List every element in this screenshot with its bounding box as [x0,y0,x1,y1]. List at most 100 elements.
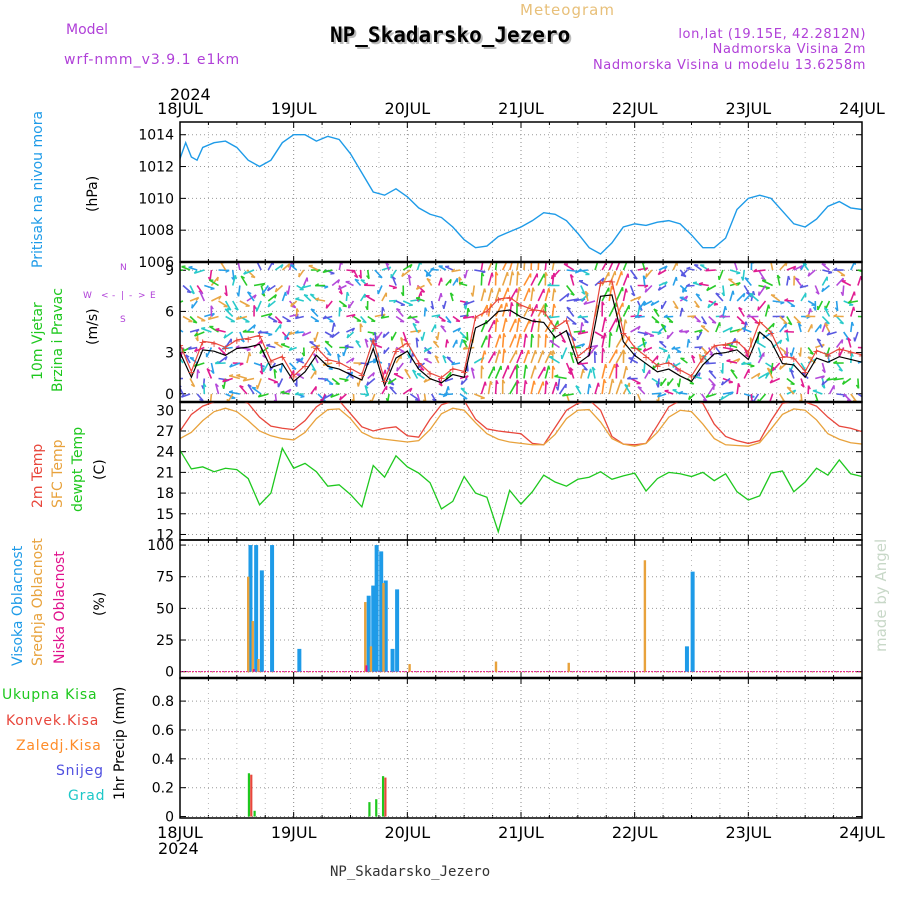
wind-vector-head [688,395,691,400]
wind-vector-head [315,297,320,300]
wind-vector-head [802,262,808,266]
wind-vector-head [668,354,671,359]
wind-vector [575,385,582,395]
wind-vector-head [187,346,192,350]
wind-vector [415,337,419,348]
wind-vector-head [180,393,185,398]
wind-vector [601,317,606,333]
wind-vector-head [337,285,342,290]
wind-vector-head [701,325,706,328]
wind-vector [544,350,552,364]
wind-gust-marker: + [176,340,184,351]
wind-vector-head [197,369,201,374]
wind-vector [339,393,347,401]
wind-vector-head [301,352,305,357]
wind-vector [637,331,648,335]
wind-vector-head [555,386,559,391]
wind-gust-marker: + [744,348,752,359]
wind-vector-head [247,384,252,388]
wind-vector-head [642,347,647,352]
wind-vector [563,263,575,271]
wind-vector-head [787,275,791,281]
y-tick-label: 0 [165,810,174,826]
wind-vector-head [407,354,410,359]
wind-vector [255,300,262,312]
x-tick-label-bottom: 23JUL [725,823,771,842]
y-tick-label: 100 [147,538,174,554]
wind-gust-line [180,280,862,383]
wind-vector-head [812,306,817,311]
wind-vector [407,274,412,286]
wind-vector-head [736,282,741,286]
wind-vector-head [801,372,807,375]
wind-vector-head [447,320,452,324]
wind-vector [544,380,547,395]
wind-vector [501,271,509,286]
wind-vector [622,366,628,379]
wind-vector [758,285,767,297]
precip-bar [250,774,253,817]
wind-vector-head [495,271,499,276]
wind-vector [736,383,740,395]
wind-gust-marker: + [471,313,479,324]
wind-vector-head [253,305,257,310]
wind-vector [182,315,193,323]
wind-vector [733,262,738,271]
wind-vector [643,300,653,307]
precip-bar [253,810,256,817]
wind-vector-head [728,381,733,384]
wind-vector [273,341,283,349]
wind-vector [194,269,205,274]
wind-vector-head [625,366,629,371]
wind-vector-head [661,323,666,327]
wind-vector [549,340,560,349]
wind-vector [715,292,724,302]
wind-vector-head [503,333,507,338]
wind-vector [487,262,493,271]
wind-vector-head [356,382,359,387]
wind-vector-head [545,333,549,339]
wind-vector-head [805,313,810,318]
wind-vector-head [566,293,570,298]
wind-vector-head [294,315,299,320]
wind-vector [530,380,535,395]
wind-vector-head [668,320,674,324]
wind-vector [209,269,213,281]
wind-vector-head [570,274,574,278]
station-title-shadow: NP_Skadarsko_Jezero [332,25,572,49]
wind-vector [537,288,545,302]
wind-vector-head [491,272,494,277]
wind-unit: (m/s) [85,308,101,345]
wind-vector [471,285,476,297]
wind-vector [601,332,606,348]
wind-vector [315,298,326,302]
wind-vector-head [195,328,200,333]
wind-vector [587,368,592,379]
wind-vector [551,262,555,271]
x-axis-top-labels: 18JUL 19JUL 20JUL 21JUL 22JUL 23JUL 24JUL [157,99,885,118]
x-tick-label-top: 24JUL [839,99,885,118]
wind-vector-head [364,384,369,389]
wind-vector-head [188,265,193,269]
wind-vector-head [291,305,296,309]
wind-vector [591,366,596,379]
wind-vector [836,315,845,325]
wind-vector [594,262,599,271]
wind-vector-head [637,386,642,389]
cloud-bar [366,595,371,672]
wind-vector [410,329,422,333]
wind-vector-head [660,381,662,386]
wind-gust-marker: + [596,278,604,289]
wind-vector [569,274,575,286]
wind-vector [402,263,413,271]
precip-bar [375,799,378,817]
wind-vector-head [711,383,716,387]
wind-vector-head [294,330,299,334]
wind-vector [764,304,770,317]
wind-vector-head [400,336,405,341]
wind-vector-head [765,287,770,290]
wind-vector-head [678,329,683,333]
wind-vector-head [577,314,582,319]
cloud-bar [270,545,275,672]
